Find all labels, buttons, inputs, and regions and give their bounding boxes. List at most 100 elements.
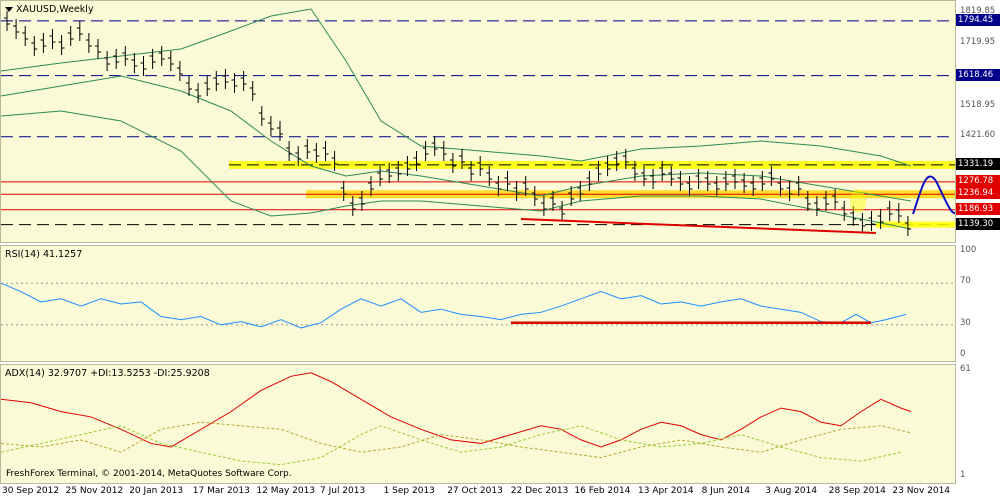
- price-bar: [477, 156, 484, 176]
- price-level-tag: 1276.78: [956, 174, 1000, 187]
- time-axis-label: 20 Jan 2013: [129, 486, 184, 496]
- rsi-indicator-pane[interactable]: RSI(14) 41.1257: [0, 245, 956, 362]
- price-bar: [13, 19, 20, 39]
- price-tick-label: 1819.85: [960, 6, 996, 16]
- price-bar: [349, 196, 356, 216]
- price-bar: [732, 169, 738, 189]
- price-bar: [868, 211, 875, 231]
- price-bar: [813, 196, 820, 216]
- price-bar: [49, 29, 56, 49]
- price-bar: [722, 171, 729, 191]
- price-bar: [195, 83, 202, 103]
- highlight-circle: [850, 189, 866, 213]
- price-bar: [140, 56, 147, 76]
- di-plus-line: [1, 425, 902, 466]
- price-level-tag: 1794.45: [956, 13, 1000, 26]
- price-bar: [677, 171, 684, 191]
- price-bar: [440, 141, 447, 161]
- price-bar: [513, 181, 520, 201]
- price-bar: [204, 76, 211, 96]
- price-bar: [368, 176, 374, 196]
- di-minus-line: [1, 421, 912, 459]
- price-bar: [295, 146, 302, 166]
- price-level-tag: 1236.94: [956, 187, 1000, 200]
- price-bar: [850, 206, 857, 226]
- copyright-text: FreshForex Terminal, © 2001-2014, MetaQu…: [6, 469, 292, 479]
- forecast-curve: [912, 175, 955, 215]
- price-bar: [468, 161, 475, 181]
- price-bar: [249, 81, 256, 101]
- price-bar: [895, 203, 902, 223]
- rsi-level-label: 70: [960, 276, 971, 287]
- time-axis-label: 16 Feb 2014: [574, 486, 631, 496]
- price-bar: [395, 161, 402, 181]
- symbol-period-label: XAUUSD,Weekly: [16, 4, 94, 15]
- price-bar: [413, 151, 420, 171]
- adx-title: ADX(14) 32.9707 +DI:13.5253 -DI:25.9208: [5, 368, 210, 379]
- price-bar: [186, 76, 192, 96]
- price-bar: [377, 166, 384, 186]
- rsi-level-label: 30: [960, 317, 971, 328]
- bollinger-band-line: [1, 75, 912, 202]
- price-bar: [604, 156, 611, 176]
- price-bar: [313, 143, 320, 163]
- time-axis[interactable]: 30 Sep 2012 25 Nov 2012 20 Jan 2013 17 Mar …: [0, 484, 1000, 500]
- time-axis-label: 1 Sep 2013: [383, 486, 435, 496]
- price-bar: [304, 139, 311, 159]
- price-bar: [67, 26, 74, 46]
- price-bar: [577, 181, 584, 201]
- price-bar: [859, 213, 866, 233]
- price-level-tag: 1331.19: [956, 157, 1000, 170]
- price-bar: [422, 141, 429, 161]
- time-axis-label: 30 Sep 2012: [2, 486, 60, 496]
- adx-canvas: [1, 372, 912, 466]
- price-bar: [631, 161, 638, 181]
- price-bar: [550, 191, 556, 211]
- price-tick-label: 1719.95: [960, 37, 996, 48]
- rsi-level-label: 0: [960, 349, 966, 359]
- price-bar: [104, 51, 111, 71]
- price-bar: [167, 51, 174, 71]
- price-tick-label: 1518.95: [960, 99, 996, 110]
- rsi-level-label: 100: [960, 245, 977, 255]
- adx-line: [1, 372, 912, 448]
- price-bar: [741, 173, 748, 193]
- price-scale[interactable]: 1819.851719.951518.951421.601223.601125.…: [956, 0, 1000, 243]
- time-axis-label: 12 May 2013: [256, 486, 316, 496]
- price-bar: [222, 69, 229, 89]
- dropdown-arrow-icon[interactable]: [5, 7, 13, 12]
- price-bar: [695, 169, 702, 189]
- adx-indicator-pane[interactable]: ADX(14) 32.9707 +DI:13.5253 -DI:25.9208: [0, 364, 956, 484]
- rsi-line: [1, 282, 907, 329]
- price-bar: [58, 35, 65, 55]
- price-bar: [613, 151, 620, 171]
- price-bar: [486, 166, 493, 186]
- price-bar: [659, 161, 666, 181]
- price-bar: [113, 49, 120, 69]
- bollinger-band-line: [1, 8, 912, 167]
- price-bar: [686, 176, 693, 196]
- price-bar: [277, 121, 283, 141]
- time-axis-label: 8 Jun 2014: [701, 486, 751, 496]
- price-bar: [750, 176, 757, 196]
- price-bar: [668, 166, 675, 186]
- price-bar: [267, 116, 274, 136]
- price-bar: [358, 191, 365, 211]
- price-bar: [568, 186, 575, 206]
- bollinger-band-line: [1, 110, 912, 230]
- price-bar: [286, 141, 293, 161]
- price-bar: [804, 191, 811, 211]
- price-chart-pane[interactable]: XAUUSD,Weekly: [0, 0, 956, 243]
- price-bar: [777, 176, 784, 196]
- price-bar: [704, 171, 711, 191]
- price-bar: [823, 191, 829, 211]
- highlight-band: [876, 221, 955, 228]
- time-axis-label: 3 Aug 2014: [765, 486, 818, 496]
- price-bar: [586, 171, 593, 191]
- price-bar: [768, 166, 775, 186]
- time-axis-label: 25 Nov 2012: [65, 486, 124, 496]
- price-bar: [650, 169, 657, 189]
- trend-line: [520, 218, 877, 234]
- time-axis-label: 28 Sep 2014: [828, 486, 886, 496]
